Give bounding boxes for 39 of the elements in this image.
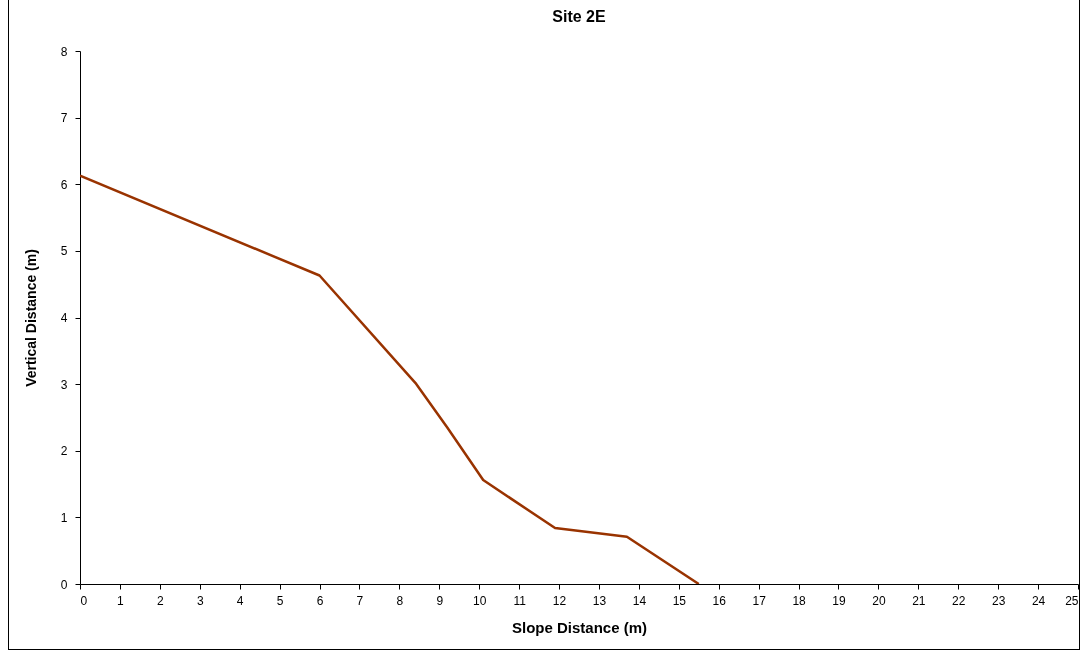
x-tick-label: 4: [236, 593, 244, 608]
x-tick-label: 13: [592, 593, 607, 608]
y-tick-label: 6: [60, 177, 68, 192]
x-tick-label: 25: [1065, 593, 1079, 608]
y-tick-label: 3: [60, 377, 68, 392]
x-tick-label: 11: [513, 593, 527, 608]
x-tick-label: 20: [872, 593, 886, 608]
y-tick-label: 1: [60, 510, 68, 525]
y-tick-label: 2: [60, 444, 68, 459]
x-tick-label: 23: [991, 593, 1006, 608]
x-tick-label: 2: [157, 593, 164, 608]
x-tick-label: 8: [396, 593, 404, 608]
x-tick-label: 0: [80, 593, 88, 608]
x-tick-label: 17: [752, 593, 767, 608]
x-tick-label: 10: [473, 593, 487, 608]
x-tick-label: 1: [117, 593, 125, 608]
y-tick-label: 7: [60, 111, 68, 126]
x-tick-label: 21: [912, 593, 926, 608]
x-tick-label: 6: [316, 593, 324, 608]
x-tick-label: 15: [672, 593, 687, 608]
x-tick-label: 5: [276, 593, 284, 608]
x-tick-label: 14: [632, 593, 647, 608]
x-tick-label: 19: [832, 593, 846, 608]
x-tick-label: 12: [552, 593, 567, 608]
x-tick-label: 9: [436, 593, 444, 608]
chart-title: Site 2E: [552, 8, 607, 25]
x-tick-label: 22: [952, 593, 966, 608]
x-axis-title: Slope Distance (m): [511, 618, 648, 636]
x-tick-label: 3: [196, 593, 204, 608]
y-tick-label: 5: [60, 244, 68, 259]
line-series: [80, 174, 701, 584]
y-tick-label: 8: [60, 44, 68, 59]
y-tick-label: 4: [60, 311, 68, 325]
x-tick-label: 16: [712, 593, 727, 608]
x-tick-label: 18: [792, 593, 807, 608]
y-axis-title: Vertical Distance (m): [22, 249, 39, 387]
x-tick-label: 24: [1031, 593, 1046, 608]
x-tick-label: 7: [356, 593, 364, 608]
y-tick-label: 0: [60, 577, 68, 592]
